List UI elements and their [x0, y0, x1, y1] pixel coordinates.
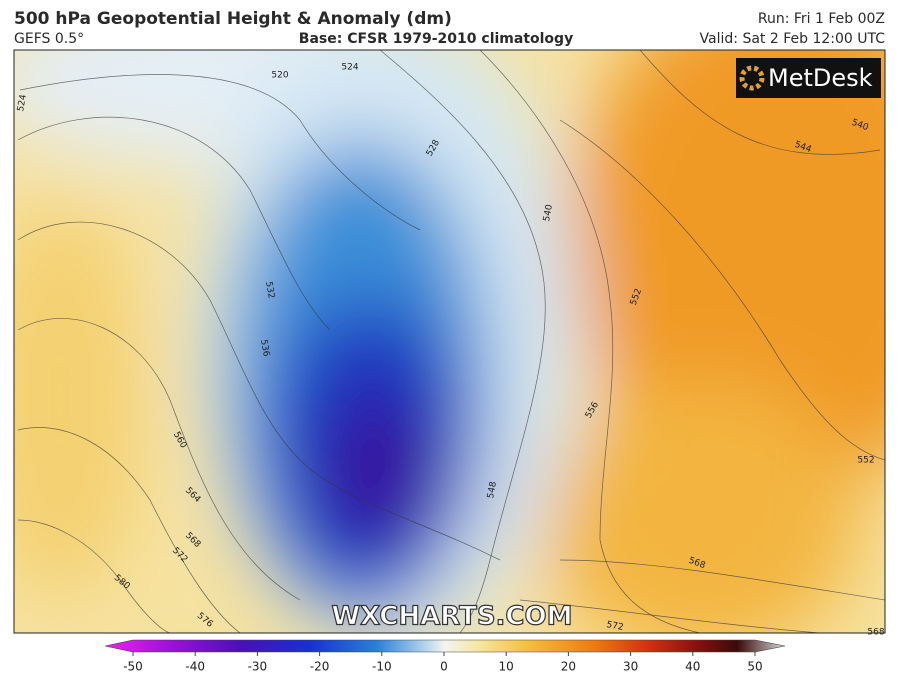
colorbar-tick-label: 20 [561, 660, 576, 674]
base: Base: CFSR 1979-2010 climatology [299, 31, 573, 47]
contour-label: 568 [867, 628, 884, 638]
colorbar-tick-label: -10 [372, 660, 392, 674]
map-frame [13, 49, 886, 634]
contour-label: 548 [486, 480, 499, 499]
colorbar-tick-label: 50 [747, 660, 762, 674]
model: GEFS 0.5° [14, 31, 84, 47]
contour-label: 552 [857, 456, 874, 466]
colorbar-tick-label: -50 [123, 660, 143, 674]
contour-label: 524 [341, 63, 358, 73]
colorbar-tick-label: -40 [185, 660, 205, 674]
valid: Valid: Sat 2 Feb 12:00 UTC [700, 31, 886, 47]
colorbar: -50 -40 -30 -20 -10 0 10 20 30 40 50 [104, 639, 786, 674]
contour-label: 536 [258, 339, 271, 358]
colorbar-tick-label: 0 [440, 660, 448, 674]
map: MetDesk WXCHARTS.COM [14, 50, 885, 633]
colorbar-tick-label: 40 [685, 660, 700, 674]
colorbar-tick-label: -20 [310, 660, 330, 674]
colorbar-tick-label: 30 [623, 660, 638, 674]
colorbar-tick-label: 10 [499, 660, 514, 674]
title: 500 hPa Geopotential Height & Anomaly (d… [14, 9, 452, 29]
colorbar-tick-label: -30 [248, 660, 268, 674]
watermark: WXCHARTS.COM [331, 602, 572, 632]
contour-label: 520 [271, 71, 288, 81]
contour-label: 532 [263, 281, 276, 300]
contour-label: 540 [542, 203, 555, 222]
contour-label: 524 [16, 93, 29, 112]
run: Run: Fri 1 Feb 00Z [758, 11, 885, 27]
contour-label: 572 [606, 620, 625, 633]
logo: MetDesk [768, 64, 873, 92]
